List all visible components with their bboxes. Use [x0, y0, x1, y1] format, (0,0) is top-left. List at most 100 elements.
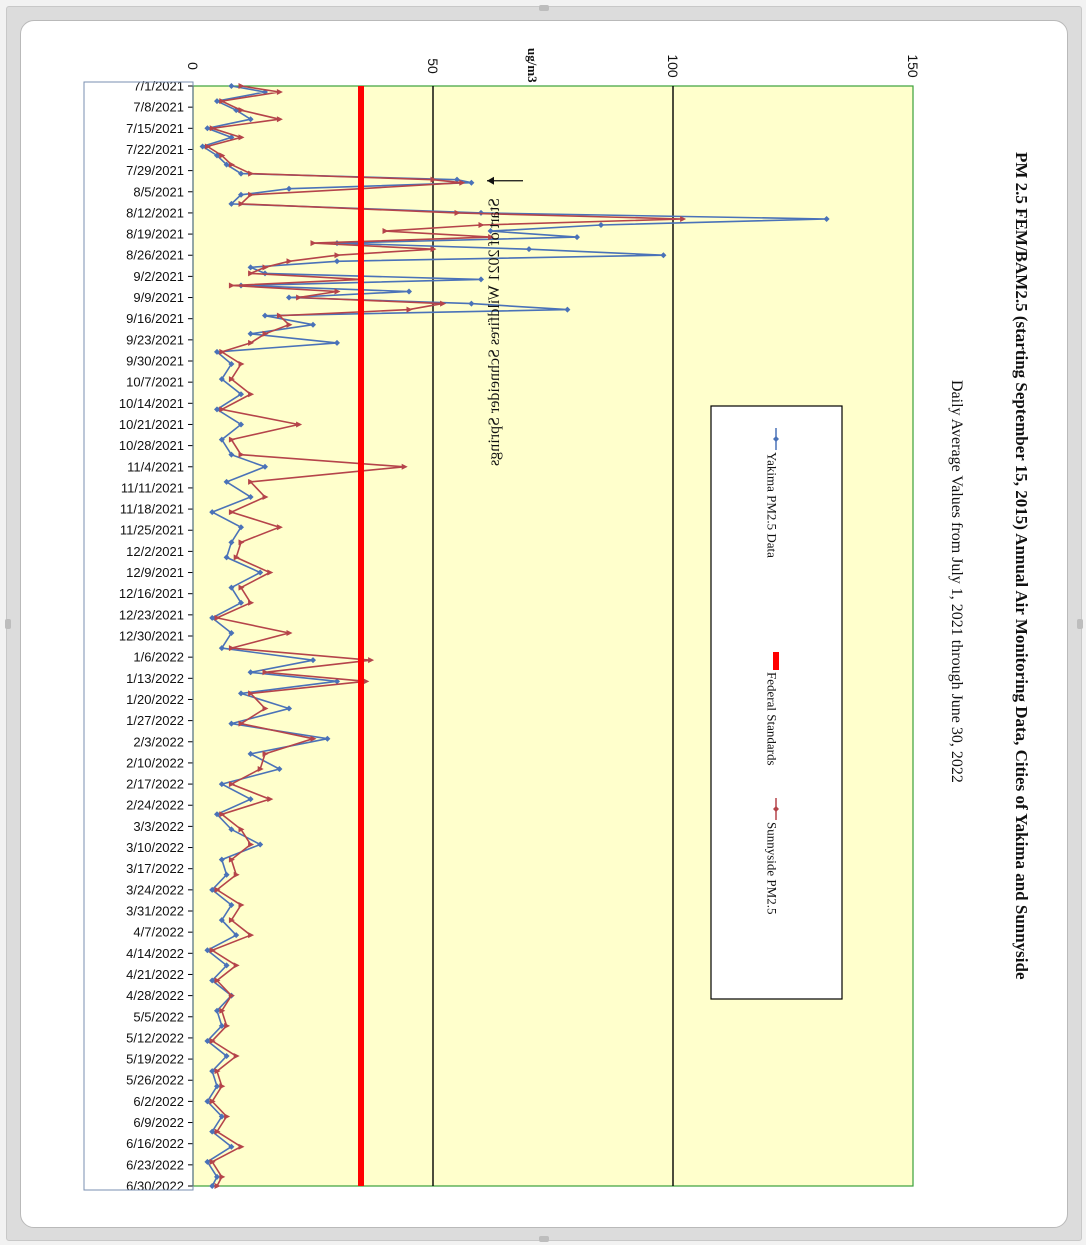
- date-tick-label: 3/3/2022: [133, 819, 184, 834]
- data-point: [204, 1158, 211, 1165]
- data-point: [247, 330, 254, 337]
- date-tick-label: 9/9/2021: [133, 290, 184, 305]
- data-point: [228, 451, 235, 458]
- date-tick-label: 5/19/2022: [126, 1052, 184, 1067]
- data-point: [218, 645, 225, 652]
- data-point: [214, 1183, 221, 1189]
- chart-title: PM 2.5 FEM/BAM2.5 (starting September 15…: [1012, 152, 1031, 980]
- data-point: [262, 330, 269, 337]
- data-point: [209, 947, 216, 954]
- date-tick-label: 10/7/2021: [126, 375, 184, 390]
- data-point: [257, 765, 264, 772]
- resize-handle-right[interactable]: [1077, 619, 1083, 629]
- data-point: [680, 215, 687, 222]
- date-tick-label: 3/17/2022: [126, 861, 184, 876]
- date-tick-label: 6/30/2022: [126, 1179, 184, 1194]
- data-point: [209, 886, 216, 893]
- data-point: [228, 645, 235, 652]
- data-point: [478, 276, 484, 283]
- data-point: [247, 493, 254, 500]
- date-tick-label: 10/21/2021: [119, 417, 184, 432]
- date-label-frame: [83, 81, 194, 1191]
- data-point: [219, 98, 226, 105]
- data-point: [228, 856, 235, 863]
- data-point: [267, 796, 274, 803]
- value-tick-label: 150: [905, 54, 921, 78]
- data-point: [262, 705, 269, 712]
- date-tick-label: 8/12/2021: [126, 205, 184, 220]
- data-point: [262, 493, 269, 500]
- date-tick-label: 11/25/2021: [120, 523, 184, 538]
- data-point: [209, 509, 216, 516]
- data-point: [238, 451, 245, 458]
- resize-handle-bottom[interactable]: [539, 1236, 549, 1242]
- date-tick-label: 2/10/2022: [126, 755, 184, 770]
- data-point: [223, 554, 230, 561]
- data-point: [214, 98, 220, 105]
- data-point: [248, 191, 255, 198]
- data-point: [574, 234, 580, 241]
- data-point: [233, 1053, 240, 1060]
- data-point: [248, 339, 255, 346]
- data-point: [228, 992, 235, 999]
- date-tick-label: 11/11/2021: [121, 480, 184, 495]
- data-point: [228, 781, 235, 788]
- data-point: [262, 312, 268, 319]
- date-tick-label: 6/9/2022: [133, 1115, 184, 1130]
- data-point: [238, 107, 245, 114]
- resize-handle-top[interactable]: [539, 5, 549, 11]
- data-point: [334, 252, 341, 259]
- date-tick-label: 9/2/2021: [133, 269, 184, 284]
- data-point: [238, 584, 245, 591]
- resize-handle-left[interactable]: [5, 619, 11, 629]
- data-point: [219, 1173, 226, 1180]
- date-tick-label: 9/23/2021: [126, 332, 184, 347]
- data-point: [334, 258, 340, 265]
- legend-label: Yakima PM2.5 Data: [765, 452, 780, 558]
- data-point: [248, 690, 255, 697]
- date-tick-label: 1/6/2022: [133, 650, 184, 665]
- data-point: [488, 234, 495, 241]
- legend-label: Federal Standards: [765, 672, 780, 766]
- data-point: [214, 811, 220, 818]
- date-tick-label: 12/23/2021: [119, 607, 184, 622]
- data-point: [238, 826, 245, 833]
- date-tick-label: 4/28/2022: [126, 988, 184, 1003]
- gridlines: [432, 86, 674, 1186]
- data-point: [228, 361, 235, 368]
- date-tick-label: 3/10/2022: [126, 840, 184, 855]
- data-point: [228, 917, 235, 924]
- data-point: [310, 321, 316, 328]
- data-point: [248, 391, 255, 398]
- data-point: [228, 584, 235, 591]
- date-tick-label: 7/1/2021: [133, 79, 184, 94]
- data-point: [296, 294, 303, 301]
- data-point: [286, 258, 293, 265]
- date-tick-label: 6/23/2022: [126, 1157, 184, 1172]
- data-point: [248, 841, 255, 848]
- data-point: [478, 222, 485, 229]
- data-point: [204, 125, 211, 132]
- date-tick-label: 9/30/2021: [126, 354, 184, 369]
- data-point: [598, 222, 604, 229]
- data-point: [218, 917, 225, 924]
- data-point: [228, 161, 235, 168]
- date-tick-label: 2/24/2022: [126, 798, 184, 813]
- annotation-arrowhead: [487, 176, 494, 185]
- legend-box: [710, 405, 843, 1000]
- data-point: [262, 463, 268, 470]
- data-point: [233, 962, 240, 969]
- data-point: [204, 1037, 211, 1044]
- data-point: [487, 228, 494, 235]
- legend-marker: [773, 806, 779, 812]
- series-layer: [199, 83, 830, 1189]
- data-point: [238, 170, 244, 177]
- date-tick-label: 6/2/2022: [133, 1094, 184, 1109]
- data-point: [310, 657, 316, 664]
- date-tick-label: 1/20/2022: [126, 692, 184, 707]
- date-tick-label: 8/5/2021: [133, 184, 184, 199]
- data-point: [228, 720, 235, 727]
- legend-label: Sunnyside PM2.5: [765, 822, 780, 914]
- data-point: [430, 246, 437, 253]
- date-tick-label: 1/13/2022: [126, 671, 184, 686]
